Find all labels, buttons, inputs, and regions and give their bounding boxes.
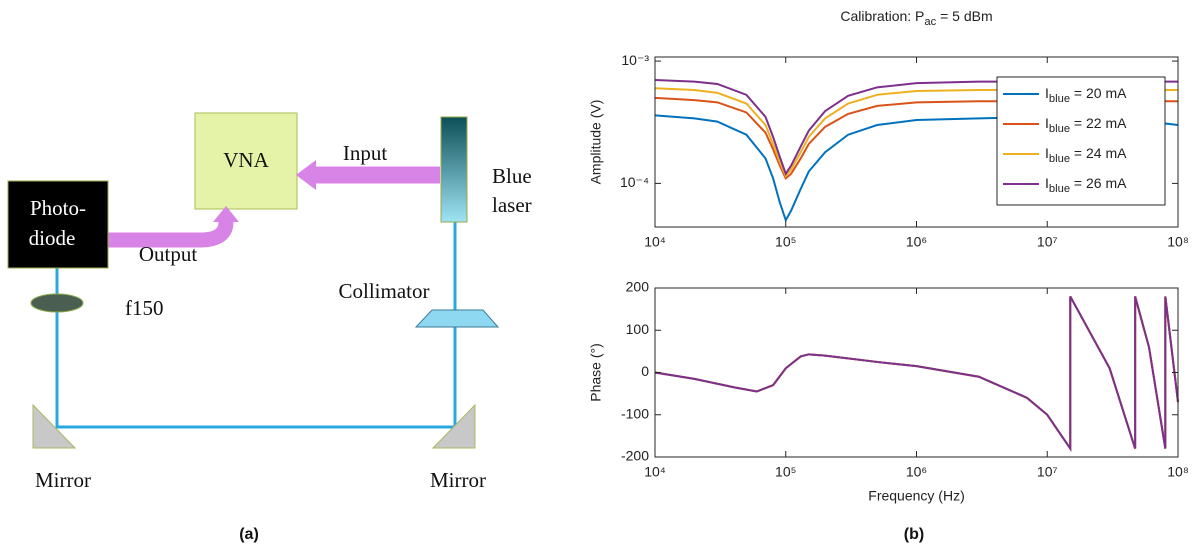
arrowhead [296, 160, 316, 190]
laser [440, 116, 468, 223]
x-tick-label: 10⁷ [1037, 234, 1058, 250]
x-tick-label: 10⁸ [1167, 464, 1189, 480]
plot-area [655, 288, 1178, 457]
x-tick-label: 10⁶ [906, 234, 927, 250]
legend-label: Iblue = 24 mA [1045, 145, 1127, 165]
mirror-label: Mirror [430, 468, 486, 492]
x-tick-label: 10⁴ [644, 464, 666, 480]
collimator [414, 309, 500, 328]
lens [30, 293, 84, 313]
vna-label: VNA [223, 148, 269, 172]
photodiode-label: Photo- [30, 196, 86, 220]
output-arrow [108, 221, 234, 248]
photodiode-label: diode [29, 226, 76, 250]
edge-label: Input [343, 141, 387, 165]
arrowhead [213, 206, 239, 222]
mirror-label: Mirror [35, 468, 91, 492]
laser-label: laser [492, 193, 532, 217]
legend-label: Iblue = 26 mA [1045, 175, 1127, 195]
y-tick-label: 0 [641, 363, 649, 379]
series-line [654, 295, 1179, 452]
caption: (a) [239, 526, 259, 543]
collimator-label: Collimator [339, 279, 430, 303]
x-axis-label: Frequency (Hz) [868, 488, 964, 504]
x-tick-label: 10⁶ [906, 464, 927, 480]
x-tick-label: 10⁸ [1167, 234, 1189, 250]
x-tick-label: 10⁵ [775, 464, 796, 480]
legend-label: Iblue = 20 mA [1045, 85, 1127, 105]
y-tick-label: -200 [621, 448, 649, 464]
y-tick-label: -100 [621, 405, 649, 421]
series-line [654, 96, 1178, 180]
y-tick-label: 10⁻⁴ [620, 174, 649, 190]
edge-label: Output [139, 242, 198, 266]
caption: (b) [904, 526, 924, 543]
mirror [32, 403, 77, 449]
chart-title: Calibration: Pac = 5 dBm [840, 8, 992, 28]
series-line [654, 87, 1178, 178]
y-tick-label: 200 [626, 279, 650, 295]
y-axis-label: Amplitude (V) [588, 100, 604, 185]
y-tick-label: 100 [626, 321, 650, 337]
series-line [654, 114, 1179, 223]
photodiode-box [7, 180, 109, 269]
series-line [654, 79, 1178, 176]
x-tick-label: 10⁷ [1037, 464, 1058, 480]
vna-box [194, 112, 298, 210]
legend-label: Iblue = 22 mA [1045, 115, 1127, 135]
laser-label: Blue [492, 164, 532, 188]
y-axis-label: Phase (°) [588, 343, 604, 402]
x-tick-label: 10⁴ [644, 234, 666, 250]
lens-label: f150 [125, 296, 164, 320]
y-tick-label: 10⁻³ [621, 52, 649, 68]
mirror [431, 403, 476, 449]
beam [55, 222, 457, 429]
x-tick-label: 10⁵ [775, 234, 796, 250]
